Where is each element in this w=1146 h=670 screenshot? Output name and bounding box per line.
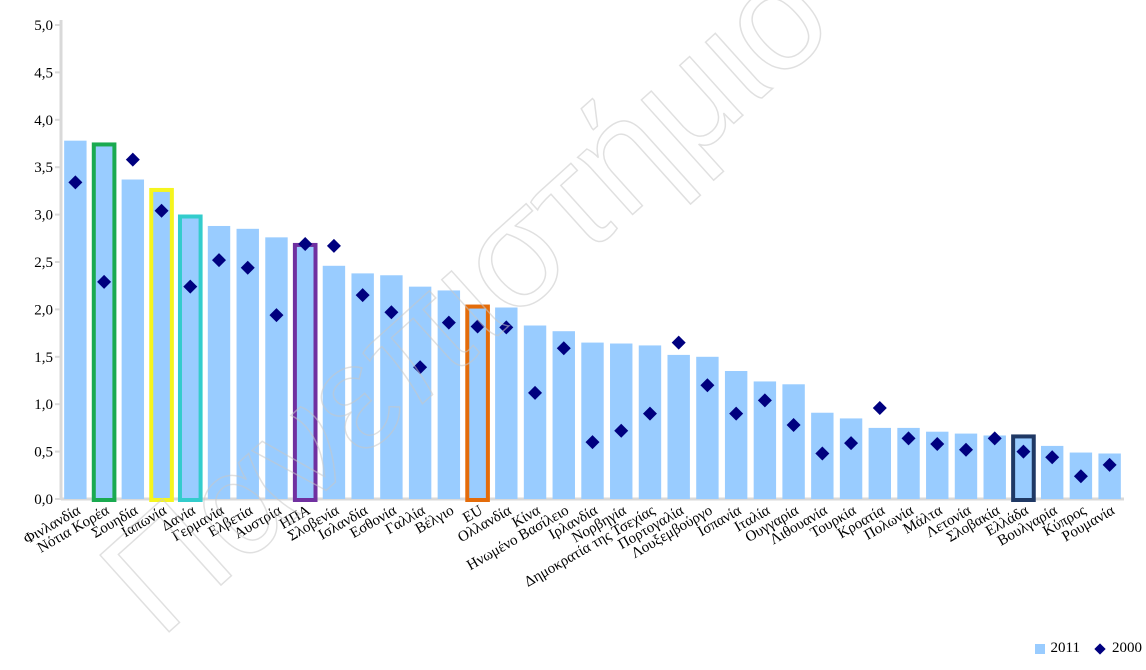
marker-2000 xyxy=(97,274,112,289)
marker-2000 xyxy=(1102,457,1117,472)
marker-2000 xyxy=(154,203,169,218)
marker-2000 xyxy=(585,435,600,450)
bar-2011 xyxy=(466,306,489,499)
marker-2000 xyxy=(298,236,313,251)
y-tick-label: 0,5 xyxy=(34,445,53,461)
y-tick-label: 0,0 xyxy=(34,492,53,508)
marker-2000 xyxy=(1045,450,1060,465)
legend-swatch-2000 xyxy=(1094,642,1106,655)
legend: 2011 2000 xyxy=(1034,640,1142,657)
y-tick-label: 3,0 xyxy=(34,208,53,224)
bar-2011 xyxy=(437,290,461,499)
bar-2011 xyxy=(150,189,173,499)
marker-2000 xyxy=(68,175,83,190)
legend-label-2000: 2000 xyxy=(1112,640,1142,656)
bar-2011 xyxy=(667,354,690,499)
marker-2000 xyxy=(556,341,571,356)
bar-2011 xyxy=(581,342,604,499)
marker-2000 xyxy=(815,446,830,461)
bar-2011 xyxy=(638,345,662,499)
marker-2000 xyxy=(125,152,140,167)
bar-2011 xyxy=(897,427,920,499)
bar-2011 xyxy=(839,418,863,499)
legend-label-2011: 2011 xyxy=(1050,640,1080,656)
marker-2000 xyxy=(212,253,227,268)
bar-2011 xyxy=(868,427,892,499)
marker-2000 xyxy=(729,406,744,421)
y-tick-label: 5,0 xyxy=(34,18,53,34)
marker-2000 xyxy=(1016,444,1031,459)
marker-2000 xyxy=(384,305,399,320)
legend-swatch-2011 xyxy=(1034,643,1045,654)
bar-2011 xyxy=(121,179,145,500)
marker-2000 xyxy=(642,406,657,421)
bar-2011 xyxy=(926,431,949,499)
marker-2000 xyxy=(326,238,341,253)
marker-2000 xyxy=(413,360,428,375)
y-tick-label: 3,5 xyxy=(34,160,53,176)
y-tick-label: 2,5 xyxy=(34,255,53,271)
highlight-frame xyxy=(465,304,490,502)
bar-2011 xyxy=(179,216,202,499)
marker-2000 xyxy=(1073,469,1088,484)
marker-2000 xyxy=(671,335,686,350)
bar-2011 xyxy=(265,237,288,500)
bar-2011 xyxy=(782,384,805,499)
bar-2011 xyxy=(495,307,518,499)
highlight-frame xyxy=(149,187,174,502)
bar-2011 xyxy=(236,228,259,499)
bar-2011 xyxy=(753,381,777,499)
bar-2011 xyxy=(610,343,633,499)
bar-2011 xyxy=(351,273,374,499)
marker-2000 xyxy=(441,315,456,330)
bar-2011 xyxy=(523,325,547,499)
bar-2011 xyxy=(408,286,432,499)
marker-2000 xyxy=(355,288,370,303)
highlight-frame xyxy=(91,142,117,502)
highlight-frames xyxy=(91,142,1036,503)
y-tick-label: 1,0 xyxy=(34,397,53,413)
y-tick-label: 4,5 xyxy=(34,65,53,81)
bar-2011 xyxy=(724,371,748,499)
marker-2000 xyxy=(700,378,715,393)
marker-2000 xyxy=(470,319,485,334)
bar-2011 xyxy=(696,356,719,499)
bar-2011 xyxy=(293,244,317,499)
marker-2000 xyxy=(901,431,916,446)
y-tick-label: 4,0 xyxy=(34,113,53,129)
bar-2011 xyxy=(322,265,346,499)
y-tick-label: 1,5 xyxy=(34,350,53,366)
bar-2011 xyxy=(380,275,403,499)
bar-2011 xyxy=(207,225,231,499)
marker-2000 xyxy=(614,423,629,438)
marker-2000 xyxy=(844,436,859,451)
marker-2000 xyxy=(240,260,255,275)
markers-2000 xyxy=(68,152,1117,484)
marker-2000 xyxy=(872,400,887,415)
y-tick-labels: 0,0 0,5 1,0 1,5 2,0 2,5 3,0 3,5 4,0 4,5 5,0 xyxy=(34,18,53,508)
highlight-frame xyxy=(177,214,203,502)
bar-2011 xyxy=(983,435,1006,499)
marker-2000 xyxy=(528,385,543,400)
marker-2000 xyxy=(269,308,284,323)
marker-2000 xyxy=(786,418,801,433)
bar-2011 xyxy=(92,144,116,499)
marker-2000 xyxy=(183,279,198,294)
bar-2011 xyxy=(64,140,87,499)
y-tick-label: 2,0 xyxy=(34,302,53,318)
marker-2000 xyxy=(757,393,772,408)
bars-2011 xyxy=(64,140,1121,500)
bar-2011 xyxy=(552,331,575,499)
marker-2000 xyxy=(930,437,945,452)
bar-2011 xyxy=(1040,445,1064,499)
marker-2000 xyxy=(499,320,514,335)
highlight-frame xyxy=(1011,434,1036,503)
marker-2000 xyxy=(958,442,973,457)
marker-2000 xyxy=(987,431,1002,446)
